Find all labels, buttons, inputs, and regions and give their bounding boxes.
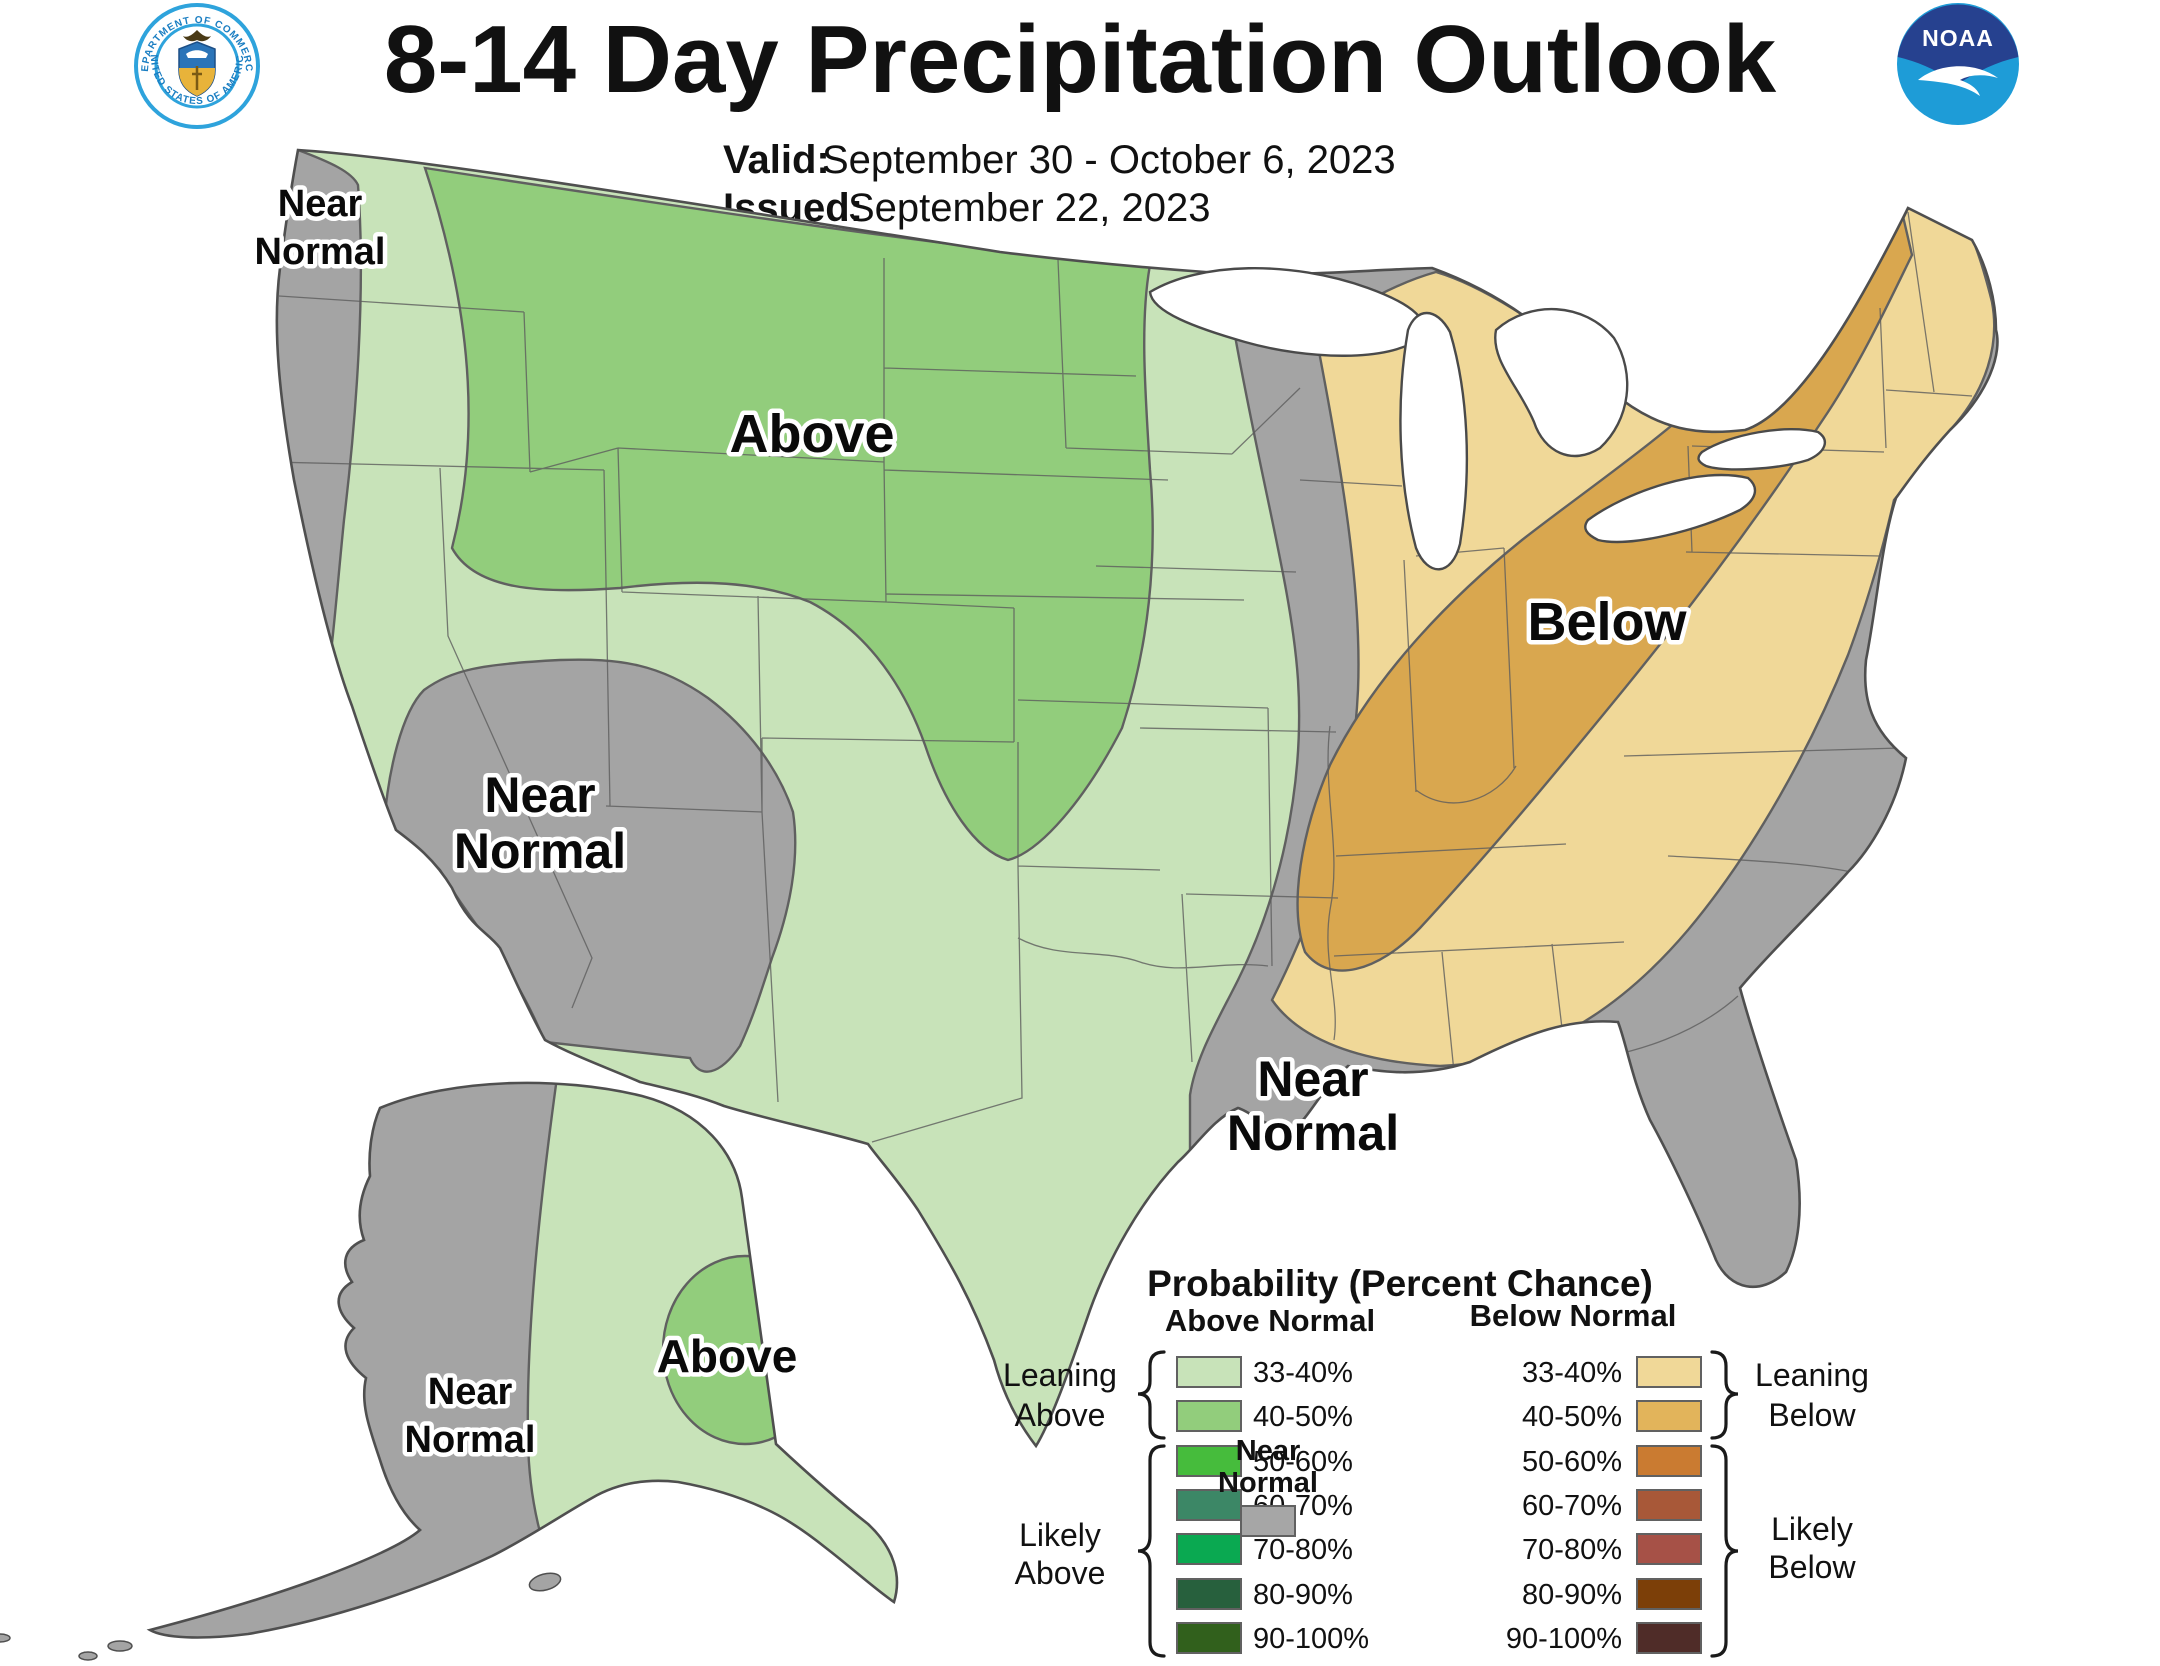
legend-near-normal-line1: Near bbox=[1236, 1435, 1301, 1467]
page-title: 8-14 Day Precipitation Outlook bbox=[384, 6, 1777, 113]
legend-braces bbox=[1137, 1350, 1739, 1658]
label-gulf-near-normal-line1: Near bbox=[1257, 1051, 1368, 1107]
label-sw-near-normal-line1: Near bbox=[484, 767, 595, 823]
valid-value: September 30 - October 6, 2023 bbox=[822, 138, 1396, 182]
lake-michigan bbox=[1399, 312, 1469, 571]
swatch-near-normal bbox=[1240, 1505, 1296, 1537]
swatch-below-40-50 bbox=[1636, 1400, 1702, 1432]
aleutian-islands bbox=[0, 1572, 562, 1661]
great-lakes bbox=[1148, 267, 1827, 571]
range-below-90-100: 90-100% bbox=[1506, 1623, 1622, 1655]
kodiak-island bbox=[528, 1572, 562, 1592]
label-nw-near-normal: Near Normal bbox=[250, 179, 390, 278]
valid-label: Valid: bbox=[723, 138, 830, 182]
commerce-seal-ship-icon bbox=[186, 50, 208, 58]
swatch-below-90-100 bbox=[1636, 1622, 1702, 1654]
noaa-logo-sky-shape bbox=[1897, 4, 2019, 84]
label-nw-near-normal-line1: Near bbox=[278, 183, 363, 225]
legend-below-range-labels: 33-40% 40-50% 50-60% 60-70% 70-80% 80-90… bbox=[1506, 1357, 1622, 1655]
label-nw-near-normal-line2: Normal bbox=[255, 231, 386, 273]
likely-above-line1: Likely bbox=[1019, 1517, 1101, 1553]
leaning-below-line2: Below bbox=[1768, 1397, 1856, 1433]
leaning-below-line1: Leaning bbox=[1755, 1357, 1869, 1393]
swatch-below-50-60 bbox=[1636, 1445, 1702, 1477]
swatch-above-90-100 bbox=[1176, 1622, 1242, 1654]
lake-huron bbox=[1494, 307, 1629, 458]
range-below-70-80: 70-80% bbox=[1522, 1534, 1622, 1566]
lake-erie bbox=[1584, 473, 1757, 544]
swatch-above-70-80 bbox=[1176, 1533, 1242, 1565]
likely-below-line1: Likely bbox=[1771, 1511, 1853, 1547]
leaning-above-line1: Leaning bbox=[1003, 1357, 1117, 1393]
swatch-above-50-60 bbox=[1176, 1445, 1242, 1477]
label-conus-above: Above bbox=[729, 404, 894, 464]
aleutian-island-3 bbox=[0, 1633, 11, 1643]
label-gulf-near-normal-line2: Normal bbox=[1227, 1105, 1399, 1161]
leaning-above-line2: Above bbox=[1015, 1397, 1106, 1433]
range-above-40-50: 40-50% bbox=[1253, 1401, 1353, 1433]
range-above-33-40: 33-40% bbox=[1253, 1357, 1353, 1389]
range-below-60-70: 60-70% bbox=[1522, 1490, 1622, 1522]
range-below-80-90: 80-90% bbox=[1522, 1579, 1622, 1611]
swatch-above-33-40 bbox=[1176, 1356, 1242, 1388]
legend-above-swatches bbox=[1176, 1356, 1242, 1654]
aleutian-island-1 bbox=[107, 1640, 133, 1652]
legend-group-labels: Leaning Above Likely Above Leaning Below… bbox=[1003, 1357, 1869, 1591]
aleutian-island-2 bbox=[78, 1651, 98, 1661]
swatch-below-60-70 bbox=[1636, 1489, 1702, 1521]
range-below-50-60: 50-60% bbox=[1522, 1446, 1622, 1478]
range-below-33-40: 33-40% bbox=[1522, 1357, 1622, 1389]
likely-below-line2: Below bbox=[1768, 1549, 1856, 1585]
brace-likely-below bbox=[1710, 1444, 1739, 1658]
issued-value: September 22, 2023 bbox=[848, 186, 1210, 230]
swatch-above-40-50 bbox=[1176, 1400, 1242, 1432]
label-sw-near-normal-line2: Normal bbox=[454, 823, 626, 879]
noaa-logo-text: NOAA bbox=[1922, 25, 1994, 51]
range-above-70-80: 70-80% bbox=[1253, 1534, 1353, 1566]
commerce-seal-logo: DEPARTMENT OF COMMERCE UNITED STATES OF … bbox=[134, 3, 260, 129]
noaa-logo-seagull-icon bbox=[1918, 66, 1998, 96]
region-alaska-west-near-normal bbox=[150, 1082, 564, 1638]
label-ak-near-normal-line1: Near bbox=[428, 1371, 513, 1413]
label-sw-near-normal: Near Normal bbox=[449, 763, 630, 884]
likely-above-line2: Above bbox=[1015, 1555, 1106, 1591]
legend: Probability (Percent Chance) Above Norma… bbox=[1003, 1263, 1869, 1658]
header: 8-14 Day Precipitation Outlook Valid: Se… bbox=[384, 6, 1777, 230]
swatch-below-70-80 bbox=[1636, 1533, 1702, 1565]
legend-near-normal-line2: Normal bbox=[1218, 1467, 1318, 1499]
legend-title: Probability (Percent Chance) bbox=[1147, 1263, 1653, 1304]
swatch-above-80-90 bbox=[1176, 1578, 1242, 1610]
swatch-below-80-90 bbox=[1636, 1578, 1702, 1610]
label-ak-near-normal-line2: Normal bbox=[405, 1419, 536, 1461]
legend-below-normal-heading: Below Normal bbox=[1470, 1298, 1677, 1333]
legend-above-range-labels: 33-40% 40-50% 50-60% 60-70% 70-80% 80-90… bbox=[1253, 1357, 1369, 1655]
noaa-logo: NOAA bbox=[1897, 3, 2019, 125]
range-above-50-60: 50-60% bbox=[1253, 1446, 1353, 1478]
legend-above-normal-heading: Above Normal bbox=[1165, 1303, 1375, 1338]
brace-leaning-above bbox=[1137, 1350, 1166, 1440]
label-east-below: Below bbox=[1527, 592, 1687, 652]
range-below-40-50: 40-50% bbox=[1522, 1401, 1622, 1433]
brace-leaning-below bbox=[1710, 1350, 1739, 1440]
commerce-seal-eagle-icon bbox=[183, 30, 211, 42]
legend-near-normal: Near Normal bbox=[1218, 1435, 1318, 1537]
range-above-90-100: 90-100% bbox=[1253, 1623, 1369, 1655]
brace-likely-above bbox=[1137, 1444, 1166, 1658]
commerce-seal-lighthouse-icon bbox=[192, 66, 202, 90]
label-ak-near-normal: Near Normal bbox=[400, 1367, 540, 1466]
range-above-80-90: 80-90% bbox=[1253, 1579, 1353, 1611]
label-gulf-near-normal: Near Normal bbox=[1222, 1047, 1403, 1166]
swatch-above-60-70 bbox=[1176, 1489, 1242, 1521]
swatch-below-33-40 bbox=[1636, 1356, 1702, 1388]
legend-below-swatches bbox=[1636, 1356, 1702, 1654]
map-region-labels: Near Normal Above Near Normal Below Near… bbox=[250, 179, 1692, 1466]
lake-ontario bbox=[1697, 428, 1827, 471]
label-ak-above: Above bbox=[657, 1330, 798, 1382]
